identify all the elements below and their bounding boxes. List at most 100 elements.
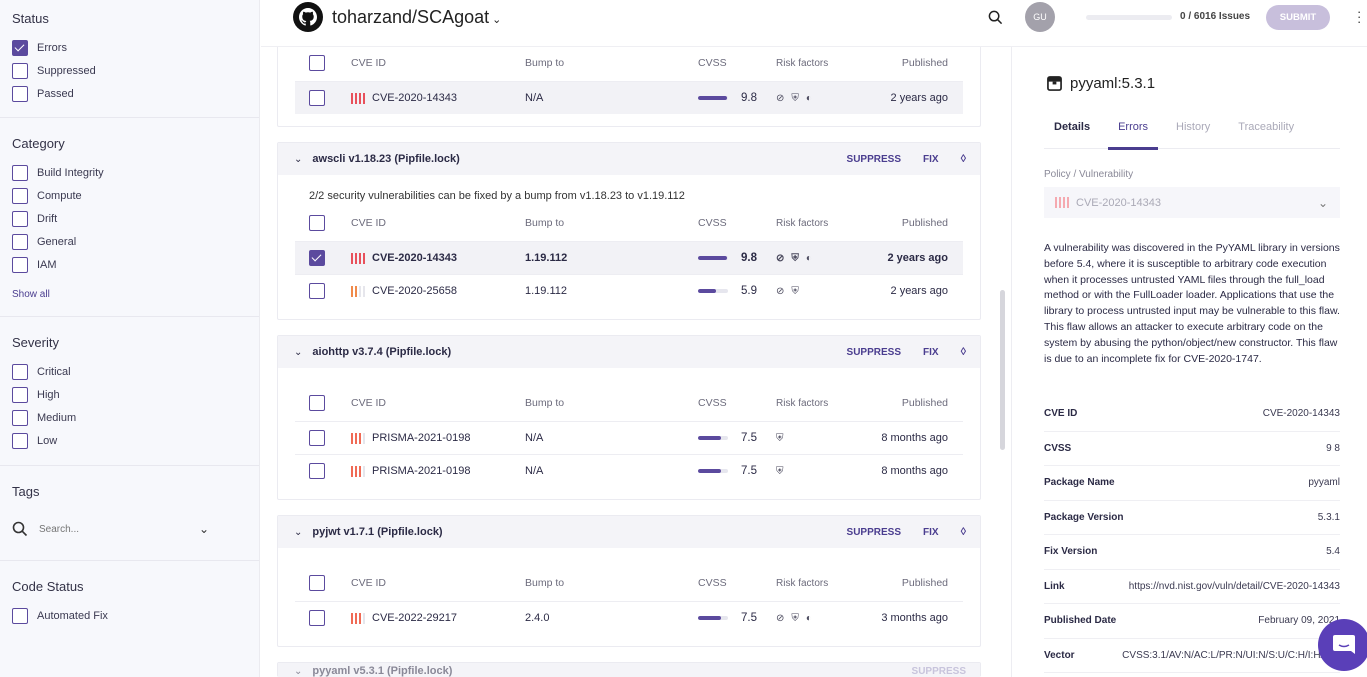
suppress-button[interactable]: SUPPRESS xyxy=(846,153,901,165)
row-select[interactable] xyxy=(309,283,325,299)
group-header[interactable]: ⌄ pyjwt v1.7.1 (Pipfile.lock) SUPPRESS FIX ◊ xyxy=(278,516,980,548)
diamond-icon[interactable]: ◊ xyxy=(960,346,966,358)
row-select[interactable] xyxy=(309,250,325,266)
tags-search[interactable]: ⌄ xyxy=(12,519,222,539)
fix-button[interactable]: FIX xyxy=(923,526,939,538)
filter-medium[interactable]: Medium xyxy=(12,410,76,426)
table-row[interactable]: PRISMA-2021-0198 N/A 7.5 ⛨ 8 months ago xyxy=(295,421,963,454)
row-select[interactable] xyxy=(309,90,325,106)
suppress-button[interactable]: SUPPRESS xyxy=(911,666,966,677)
suppress-button[interactable]: SUPPRESS xyxy=(846,526,901,538)
table-row[interactable]: CVE-2020-25658 1.19.112 5.9 ⊘ ⛨ 2 years ago xyxy=(295,274,963,307)
table-row[interactable]: CVE-2020-14343 N/A 9.8 ⊘ ⛨ ◐ 2 years ago xyxy=(295,81,963,114)
filter-drift[interactable]: Drift xyxy=(12,211,57,227)
checkbox[interactable] xyxy=(12,86,28,102)
checkbox[interactable] xyxy=(309,215,325,231)
filter-high[interactable]: High xyxy=(12,387,60,403)
filter-iam[interactable]: IAM xyxy=(12,257,57,273)
severity-bar xyxy=(363,465,365,477)
checkbox[interactable] xyxy=(12,608,28,624)
cve-id[interactable]: PRISMA-2021-0198 xyxy=(372,432,471,444)
checkbox[interactable] xyxy=(12,387,28,403)
policy-select[interactable]: CVE-2020-14343 ⌄ xyxy=(1044,187,1340,218)
checkbox[interactable] xyxy=(12,364,28,380)
checkbox[interactable] xyxy=(12,188,28,204)
select-all[interactable] xyxy=(309,575,325,591)
tab-errors[interactable]: Errors xyxy=(1108,121,1158,150)
package-group: ⌄ aiohttp v3.7.4 (Pipfile.lock) SUPPRESS FI… xyxy=(277,335,981,500)
filter-build-integrity[interactable]: Build Integrity xyxy=(12,165,104,181)
show-all-link[interactable]: Show all xyxy=(12,289,50,300)
scrollbar[interactable] xyxy=(1000,290,1005,450)
chevron-down-icon[interactable]: ⌄ xyxy=(199,522,210,536)
table-row[interactable]: CVE-2022-29217 2.4.0 7.5 ⊘ ⛨ ◐ 3 months ago xyxy=(295,601,963,634)
checkbox[interactable] xyxy=(309,395,325,411)
filter-critical[interactable]: Critical xyxy=(12,364,71,380)
checkbox[interactable] xyxy=(309,283,325,299)
checkbox[interactable] xyxy=(309,463,325,479)
tags-search-input[interactable] xyxy=(39,523,199,535)
detail-value[interactable]: https://nvd.nist.gov/vuln/detail/CVE-202… xyxy=(1128,580,1340,592)
filter-errors[interactable]: Errors xyxy=(12,40,67,56)
cve-id[interactable]: CVE-2020-14343 xyxy=(372,252,458,264)
cve-id[interactable]: CVE-2020-25658 xyxy=(372,285,458,297)
diamond-icon[interactable]: ◊ xyxy=(960,153,966,165)
group-header[interactable]: ⌄ awscli v1.18.23 (Pipfile.lock) SUPPRESS F… xyxy=(278,143,980,175)
submit-button[interactable]: SUBMIT xyxy=(1266,5,1330,30)
cve-id[interactable]: CVE-2022-29217 xyxy=(372,612,458,624)
cve-id[interactable]: PRISMA-2021-0198 xyxy=(372,465,471,477)
tab-traceability[interactable]: Traceability xyxy=(1238,121,1295,133)
filter-low[interactable]: Low xyxy=(12,433,57,449)
filter-automated-fix[interactable]: Automated Fix xyxy=(12,608,108,624)
select-all[interactable] xyxy=(309,215,325,231)
suppress-button[interactable]: SUPPRESS xyxy=(846,346,901,358)
checkbox[interactable] xyxy=(12,211,28,227)
chevron-down-icon[interactable]: ⌄ xyxy=(294,346,303,358)
chevron-down-icon[interactable]: ⌄ xyxy=(294,526,303,538)
avatar[interactable]: GU xyxy=(1025,2,1055,32)
more-menu-icon[interactable]: · · · xyxy=(1357,4,1362,29)
search-icon[interactable] xyxy=(988,10,1003,25)
details-panel: pyyaml:5.3.1 Details Errors History Trac… xyxy=(1011,47,1367,677)
filter-passed[interactable]: Passed xyxy=(12,86,74,102)
fix-button[interactable]: FIX xyxy=(923,153,939,165)
filter-general[interactable]: General xyxy=(12,234,76,250)
select-all[interactable] xyxy=(309,395,325,411)
fix-button[interactable]: FIX xyxy=(923,346,939,358)
checkbox[interactable] xyxy=(309,610,325,626)
row-select[interactable] xyxy=(309,463,325,479)
group-header[interactable]: ⌄ aiohttp v3.7.4 (Pipfile.lock) SUPPRESS FI… xyxy=(278,336,980,368)
checkbox[interactable] xyxy=(309,250,325,266)
cvss-bar-fill xyxy=(698,616,721,620)
table-row[interactable]: CVE-2020-14343 1.19.112 9.8 ⊘ ⛨ ◐ 2 years ago xyxy=(295,241,963,274)
checkbox[interactable] xyxy=(12,257,28,273)
checkbox[interactable] xyxy=(12,410,28,426)
select-all[interactable] xyxy=(309,55,325,71)
search-icon xyxy=(12,521,28,537)
checkbox[interactable] xyxy=(12,63,28,79)
filter-suppressed[interactable]: Suppressed xyxy=(12,63,96,79)
checkbox[interactable] xyxy=(12,40,28,56)
chevron-down-icon[interactable]: ⌄ xyxy=(294,153,303,165)
checkbox[interactable] xyxy=(12,433,28,449)
detail-label: Package Version xyxy=(1044,511,1124,523)
checkbox[interactable] xyxy=(309,55,325,71)
repo-selector[interactable]: toharzand/SCAgoat ⌄ xyxy=(332,7,501,28)
checkbox[interactable] xyxy=(309,90,325,106)
group-header[interactable]: ⌄ pyyaml v5.3.1 (Pipfile.lock) SUPPRESS xyxy=(278,663,980,677)
chat-launcher-button[interactable] xyxy=(1318,619,1367,671)
checkbox[interactable] xyxy=(12,165,28,181)
diamond-icon[interactable]: ◊ xyxy=(960,526,966,538)
row-select[interactable] xyxy=(309,430,325,446)
chevron-down-icon[interactable]: ⌄ xyxy=(294,666,303,677)
checkbox[interactable] xyxy=(12,234,28,250)
filter-compute[interactable]: Compute xyxy=(12,188,82,204)
table-row[interactable]: PRISMA-2021-0198 N/A 7.5 ⛨ 8 months ago xyxy=(295,454,963,487)
checkbox[interactable] xyxy=(309,430,325,446)
cve-id[interactable]: CVE-2020-14343 xyxy=(372,92,458,104)
row-select[interactable] xyxy=(309,610,325,626)
tab-details[interactable]: Details xyxy=(1054,121,1091,133)
tab-history[interactable]: History xyxy=(1176,121,1211,133)
checkbox[interactable] xyxy=(309,575,325,591)
severity-bar xyxy=(363,432,365,444)
